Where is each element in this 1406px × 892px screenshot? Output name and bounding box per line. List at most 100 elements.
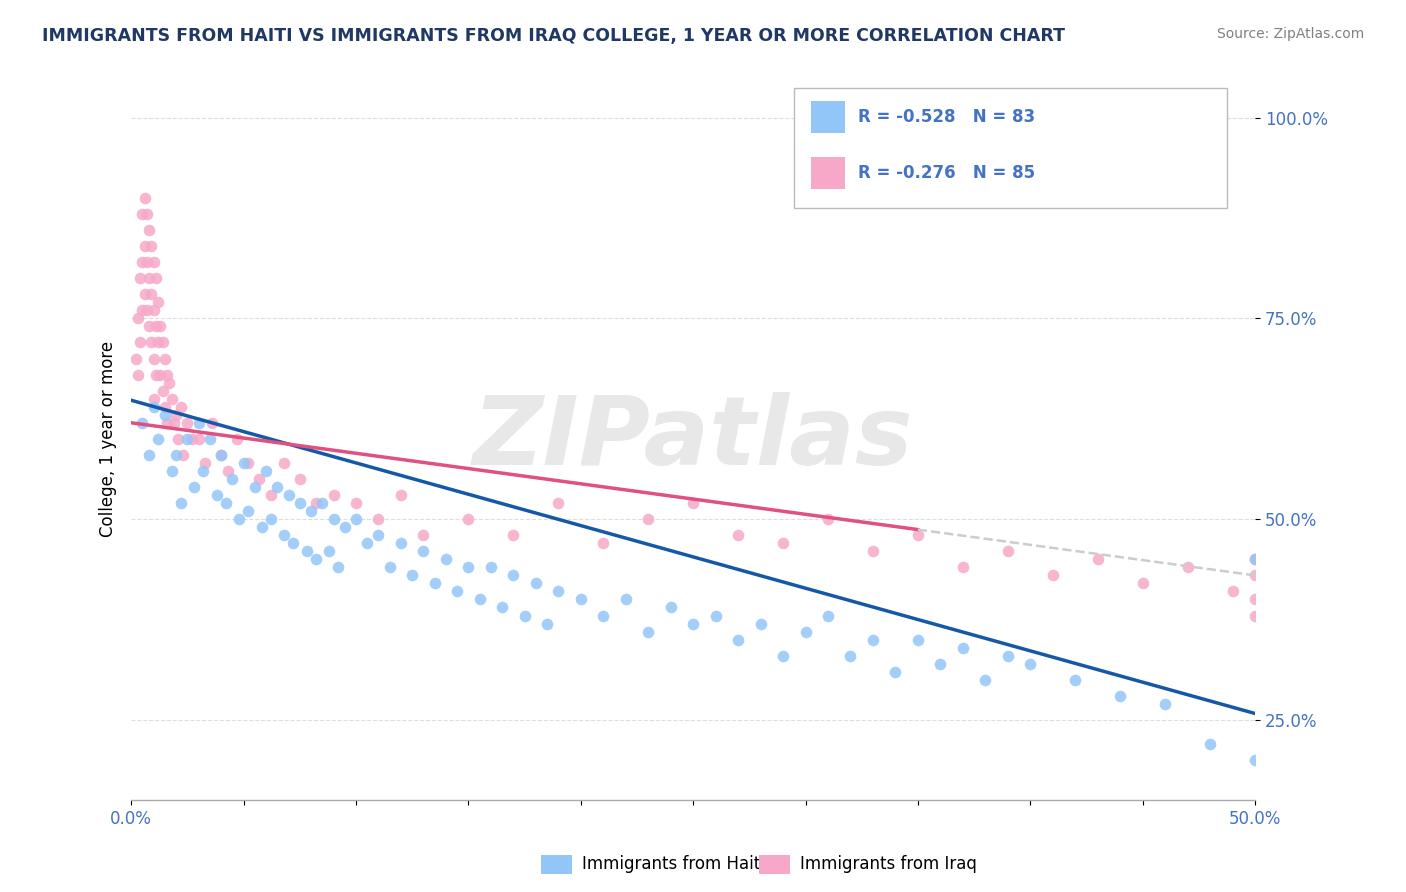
Point <box>794 624 817 639</box>
Point <box>149 368 172 382</box>
Point <box>209 448 232 462</box>
Point <box>134 239 156 253</box>
Point <box>134 191 156 205</box>
Point <box>479 560 502 574</box>
Point <box>412 544 434 558</box>
Text: Source: ZipAtlas.com: Source: ZipAtlas.com <box>1216 27 1364 41</box>
Point <box>389 536 412 550</box>
Point <box>129 335 152 350</box>
Point <box>468 592 491 607</box>
Point <box>214 496 236 510</box>
Point <box>367 512 389 526</box>
Point <box>1132 576 1154 591</box>
Point <box>142 255 165 269</box>
Point <box>536 616 558 631</box>
Point <box>682 616 704 631</box>
Point <box>389 488 412 502</box>
Bar <box>811 101 845 133</box>
Point <box>148 432 170 446</box>
Point <box>281 536 304 550</box>
Point <box>1244 552 1267 566</box>
Point <box>165 448 187 462</box>
Point <box>322 512 344 526</box>
Point <box>884 665 907 679</box>
Text: R = -0.276   N = 85: R = -0.276 N = 85 <box>858 164 1035 182</box>
Point <box>194 456 217 470</box>
Point <box>141 287 163 301</box>
Point <box>145 368 167 382</box>
Point <box>997 544 1019 558</box>
Point <box>127 368 149 382</box>
Point <box>491 600 513 615</box>
Point <box>250 520 273 534</box>
Point <box>356 536 378 550</box>
Point <box>1244 552 1267 566</box>
Point <box>193 464 215 478</box>
Point <box>145 319 167 334</box>
Point <box>181 432 204 446</box>
Point <box>839 648 862 663</box>
Point <box>247 472 270 486</box>
Point <box>259 488 281 502</box>
Point <box>637 512 659 526</box>
Point <box>862 632 884 647</box>
Point <box>236 456 259 470</box>
Point <box>637 624 659 639</box>
Point <box>176 416 198 430</box>
Point <box>187 432 209 446</box>
Point <box>704 608 727 623</box>
Point <box>142 351 165 366</box>
Point <box>288 472 311 486</box>
Point <box>225 432 247 446</box>
Text: R = -0.528   N = 83: R = -0.528 N = 83 <box>858 108 1035 126</box>
Point <box>148 295 170 310</box>
Point <box>160 392 183 406</box>
Point <box>129 271 152 285</box>
Point <box>423 576 446 591</box>
Point <box>127 311 149 326</box>
Point <box>170 400 193 414</box>
Text: Immigrants from Haiti: Immigrants from Haiti <box>582 855 765 873</box>
Point <box>156 368 179 382</box>
Point <box>163 416 186 430</box>
FancyBboxPatch shape <box>794 88 1227 208</box>
Point <box>614 592 637 607</box>
Point <box>167 432 190 446</box>
Point <box>299 504 322 518</box>
Point <box>217 464 239 478</box>
Point <box>138 319 160 334</box>
Point <box>205 488 228 502</box>
Point <box>1244 592 1267 607</box>
Point <box>125 351 148 366</box>
Point <box>513 608 536 623</box>
Point <box>502 528 524 542</box>
Text: Immigrants from Iraq: Immigrants from Iraq <box>800 855 977 873</box>
Point <box>148 335 170 350</box>
Point <box>322 488 344 502</box>
Point <box>288 496 311 510</box>
Point <box>817 512 839 526</box>
Point <box>569 592 592 607</box>
Point <box>1244 753 1267 767</box>
Point <box>142 303 165 318</box>
Point <box>311 496 333 510</box>
Point <box>367 528 389 542</box>
Point <box>145 271 167 285</box>
Point <box>149 319 172 334</box>
Point <box>862 544 884 558</box>
Point <box>1244 608 1267 623</box>
Point <box>502 568 524 582</box>
Point <box>907 632 929 647</box>
Point <box>165 408 187 422</box>
Point <box>592 536 614 550</box>
Point <box>997 648 1019 663</box>
Point <box>209 448 232 462</box>
Bar <box>811 157 845 189</box>
Point <box>817 608 839 623</box>
Point <box>153 408 176 422</box>
Y-axis label: College, 1 year or more: College, 1 year or more <box>100 341 117 537</box>
Point <box>159 376 181 390</box>
Point <box>131 416 153 430</box>
Point <box>446 584 468 599</box>
Point <box>1087 552 1109 566</box>
